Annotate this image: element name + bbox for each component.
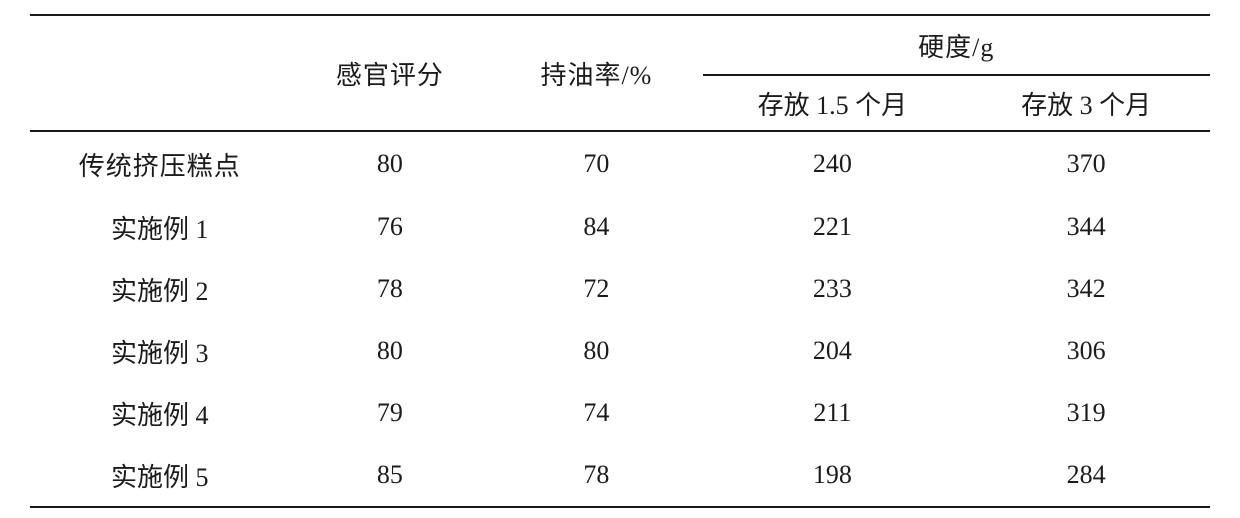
table-row: 实施例 4 79 74 211 319 <box>30 382 1210 444</box>
row-label: 实施例 2 <box>30 258 290 320</box>
cell-oil: 74 <box>490 382 702 444</box>
header-hardness-group: 硬度/g <box>703 15 1210 75</box>
cell-sensory: 80 <box>290 320 491 382</box>
cell-h15: 211 <box>703 382 963 444</box>
table-row: 实施例 5 85 78 198 284 <box>30 444 1210 507</box>
row-label: 实施例 5 <box>30 444 290 507</box>
data-table: 感官评分 持油率/% 硬度/g 存放 1.5 个月 存放 3 个月 传统挤压糕点… <box>30 14 1210 508</box>
cell-h3: 284 <box>962 444 1210 507</box>
cell-h3: 319 <box>962 382 1210 444</box>
cell-sensory: 85 <box>290 444 491 507</box>
table-row: 实施例 3 80 80 204 306 <box>30 320 1210 382</box>
cell-h15: 198 <box>703 444 963 507</box>
table-header-row-1: 感官评分 持油率/% 硬度/g <box>30 15 1210 75</box>
table-row: 实施例 2 78 72 233 342 <box>30 258 1210 320</box>
row-label: 实施例 4 <box>30 382 290 444</box>
cell-oil: 72 <box>490 258 702 320</box>
table-container: 感官评分 持油率/% 硬度/g 存放 1.5 个月 存放 3 个月 传统挤压糕点… <box>0 0 1240 518</box>
cell-h15: 240 <box>703 131 963 196</box>
cell-sensory: 76 <box>290 196 491 258</box>
cell-oil: 70 <box>490 131 702 196</box>
header-hardness-1-5m: 存放 1.5 个月 <box>703 75 963 131</box>
cell-h3: 344 <box>962 196 1210 258</box>
cell-h15: 204 <box>703 320 963 382</box>
header-oil-retention: 持油率/% <box>490 15 702 131</box>
table-row: 传统挤压糕点 80 70 240 370 <box>30 131 1210 196</box>
cell-sensory: 80 <box>290 131 491 196</box>
cell-oil: 78 <box>490 444 702 507</box>
cell-h3: 342 <box>962 258 1210 320</box>
cell-oil: 84 <box>490 196 702 258</box>
table-row: 实施例 1 76 84 221 344 <box>30 196 1210 258</box>
cell-h15: 233 <box>703 258 963 320</box>
cell-h3: 370 <box>962 131 1210 196</box>
cell-oil: 80 <box>490 320 702 382</box>
header-hardness-3m: 存放 3 个月 <box>962 75 1210 131</box>
cell-h3: 306 <box>962 320 1210 382</box>
header-blank <box>30 15 290 131</box>
cell-h15: 221 <box>703 196 963 258</box>
header-sensory-score: 感官评分 <box>290 15 491 131</box>
cell-sensory: 79 <box>290 382 491 444</box>
cell-sensory: 78 <box>290 258 491 320</box>
row-label: 实施例 3 <box>30 320 290 382</box>
row-label: 传统挤压糕点 <box>30 131 290 196</box>
row-label: 实施例 1 <box>30 196 290 258</box>
